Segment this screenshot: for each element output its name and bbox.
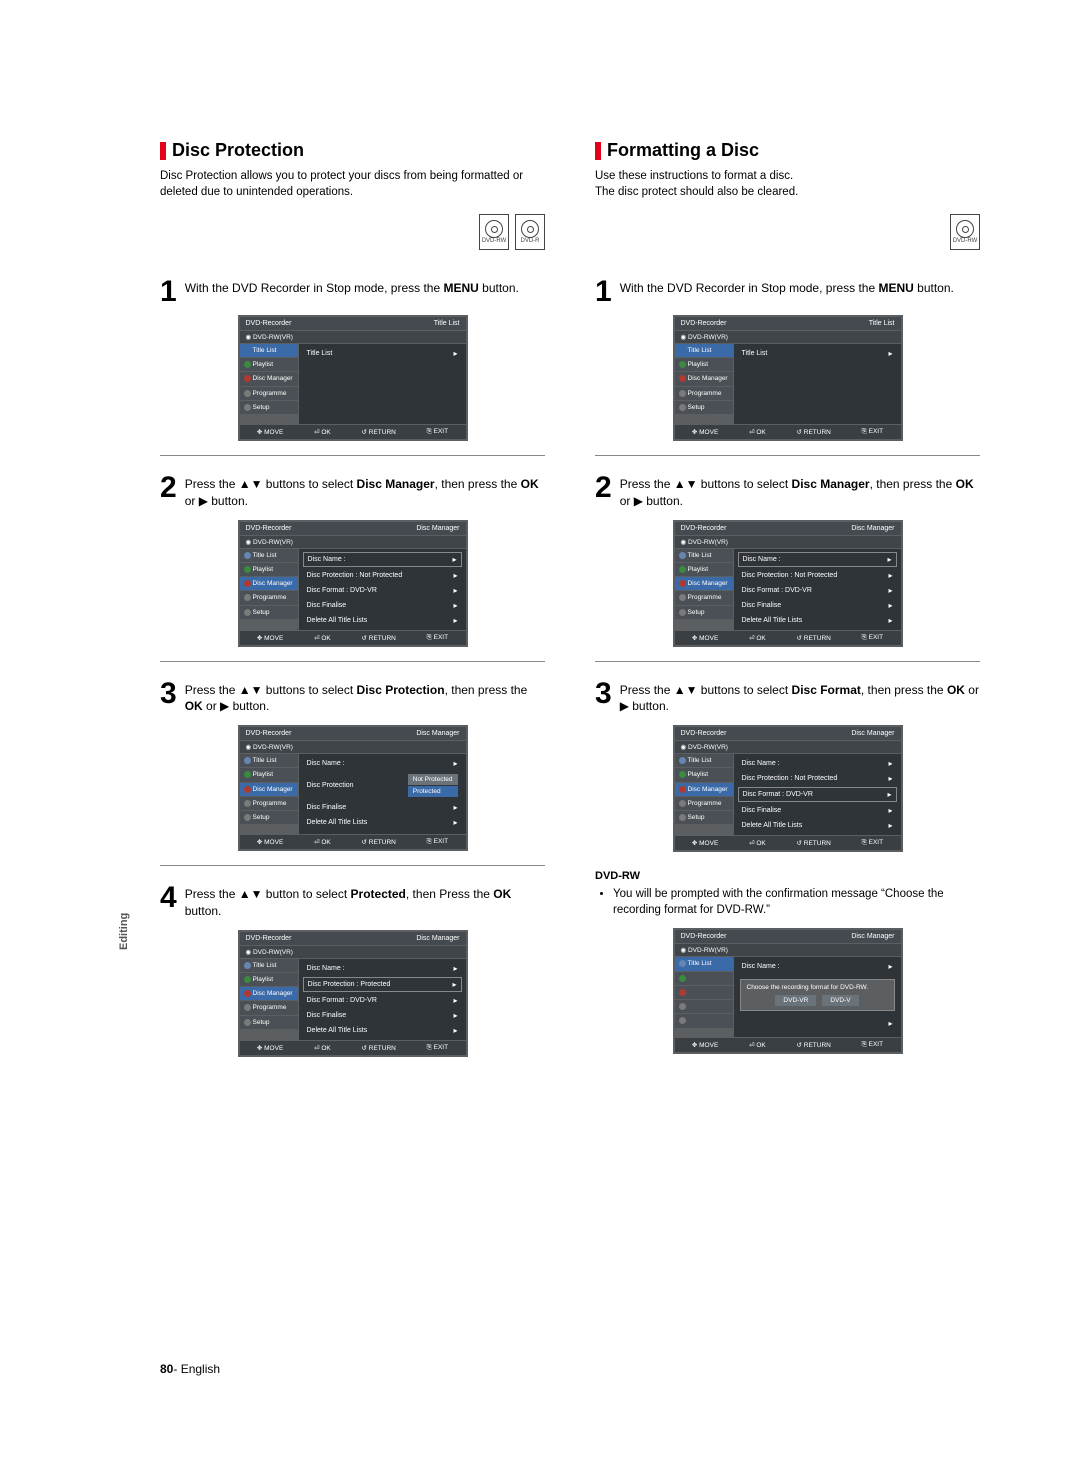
page-footer: 80- English bbox=[160, 1362, 220, 1376]
step-text: Press the ▲▼ buttons to select Disc Mana… bbox=[620, 474, 980, 510]
step-text: Press the ▲▼ buttons to select Disc Mana… bbox=[185, 474, 545, 510]
step-number: 1 bbox=[595, 278, 612, 305]
step-number: 3 bbox=[160, 680, 177, 707]
left-column: Disc Protection Disc Protection allows y… bbox=[160, 140, 545, 1063]
right-column: Formatting a Disc Use these instructions… bbox=[595, 140, 980, 1063]
osd-screen: DVD-RecorderDisc Manager ◉ DVD-RW(VR) Ti… bbox=[673, 725, 903, 852]
note-item: You will be prompted with the confirmati… bbox=[613, 886, 980, 918]
osd-screen: DVD-RecorderDisc Manager ◉ DVD-RW(VR) Ti… bbox=[238, 930, 468, 1057]
dvd-r-icon: DVD-R bbox=[515, 214, 545, 250]
intro-text: Disc Protection allows you to protect yo… bbox=[160, 169, 545, 200]
osd-screen: DVD-RecorderDisc Manager ◉ DVD-RW(VR) Ti… bbox=[673, 520, 903, 647]
dvd-rw-icon: DVD-RW bbox=[950, 214, 980, 250]
step-text: Press the ▲▼ button to select Protected,… bbox=[185, 884, 545, 920]
step-text: Press the ▲▼ buttons to select Disc Form… bbox=[620, 680, 980, 716]
title-bar bbox=[595, 142, 601, 160]
title-bar bbox=[160, 142, 166, 160]
step-number: 2 bbox=[160, 474, 177, 501]
step-number: 2 bbox=[595, 474, 612, 501]
dvd-rw-icon: DVD-RW bbox=[479, 214, 509, 250]
osd-screen: DVD-RecorderTitle List ◉ DVD-RW(VR) Titl… bbox=[673, 315, 903, 441]
step-text: With the DVD Recorder in Stop mode, pres… bbox=[185, 278, 519, 297]
intro-text: Use these instructions to format a disc.… bbox=[595, 169, 980, 200]
step-number: 4 bbox=[160, 884, 177, 911]
section-heading: Disc Protection bbox=[172, 140, 304, 161]
step-number: 3 bbox=[595, 680, 612, 707]
note-heading: DVD-RW bbox=[595, 870, 980, 882]
osd-screen: DVD-RecorderDisc Manager ◉ DVD-RW(VR) Ti… bbox=[238, 520, 468, 647]
section-tab: Editing bbox=[118, 913, 130, 950]
step-number: 1 bbox=[160, 278, 177, 305]
osd-screen: DVD-RecorderDisc Manager ◉ DVD-RW(VR) Ti… bbox=[673, 928, 903, 1054]
osd-screen: DVD-RecorderTitle List ◉ DVD-RW(VR) Titl… bbox=[238, 315, 468, 441]
step-text: With the DVD Recorder in Stop mode, pres… bbox=[620, 278, 954, 297]
step-text: Press the ▲▼ buttons to select Disc Prot… bbox=[185, 680, 545, 716]
section-heading: Formatting a Disc bbox=[607, 140, 759, 161]
osd-screen: DVD-RecorderDisc Manager ◉ DVD-RW(VR) Ti… bbox=[238, 725, 468, 851]
